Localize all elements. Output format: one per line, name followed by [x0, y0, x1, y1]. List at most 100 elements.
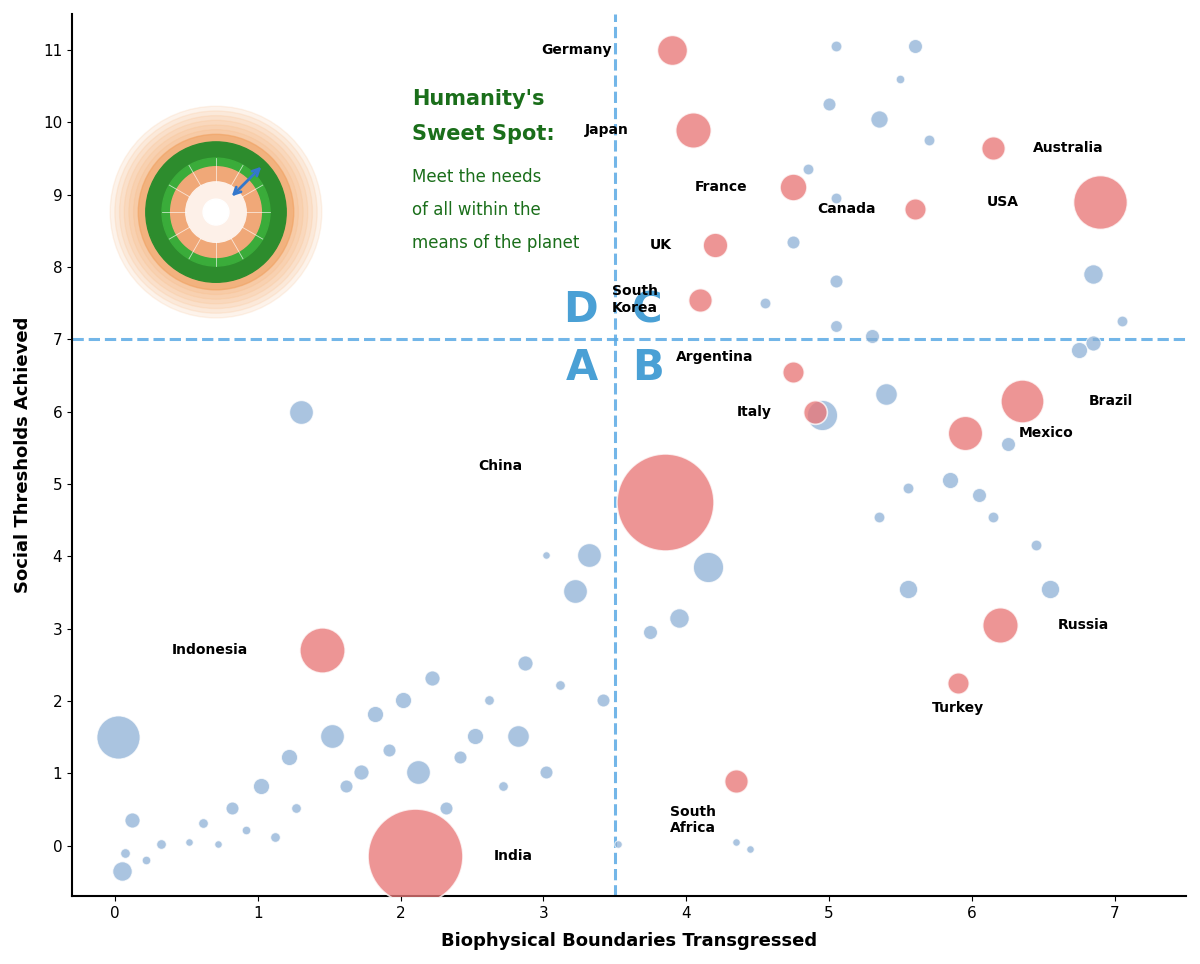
Circle shape: [138, 134, 294, 290]
Point: [905, 39, 924, 54]
Point: [437, 800, 456, 816]
Point: [290, 404, 310, 419]
Point: [608, 837, 628, 852]
Point: [251, 779, 270, 794]
Point: [670, 610, 689, 626]
Text: Japan: Japan: [586, 122, 629, 137]
Point: [955, 426, 974, 442]
Point: [365, 707, 384, 722]
Point: [984, 140, 1003, 155]
Point: [684, 121, 703, 137]
Text: Mexico: Mexico: [1019, 426, 1074, 441]
Text: UK: UK: [650, 238, 672, 253]
Point: [726, 773, 745, 789]
Point: [827, 274, 846, 289]
Point: [905, 201, 924, 217]
Point: [919, 133, 938, 148]
Text: Argentina: Argentina: [676, 351, 754, 364]
Point: [379, 742, 398, 758]
Point: [827, 39, 846, 54]
Point: [493, 779, 512, 794]
Circle shape: [203, 200, 229, 225]
Point: [236, 822, 256, 838]
Point: [798, 162, 817, 177]
Text: Russia: Russia: [1057, 618, 1109, 632]
Point: [551, 678, 570, 693]
Point: [108, 730, 127, 745]
Point: [451, 750, 470, 765]
Point: [805, 404, 824, 419]
Point: [137, 852, 156, 868]
Point: [898, 581, 917, 597]
Point: [337, 779, 356, 794]
Text: France: France: [695, 180, 748, 195]
Text: of all within the: of all within the: [412, 201, 540, 219]
Text: Brazil: Brazil: [1088, 394, 1133, 408]
Point: [1069, 342, 1088, 358]
Point: [863, 328, 882, 343]
Point: [870, 111, 889, 126]
Point: [812, 408, 832, 423]
Point: [641, 625, 660, 640]
Text: means of the planet: means of the planet: [412, 233, 580, 252]
Circle shape: [138, 134, 294, 290]
X-axis label: Biophysical Boundaries Transgressed: Biophysical Boundaries Transgressed: [440, 932, 817, 951]
Text: South
Africa: South Africa: [671, 805, 716, 836]
Circle shape: [120, 116, 312, 308]
Text: Turkey: Turkey: [931, 701, 984, 715]
Point: [948, 675, 967, 690]
Point: [466, 728, 485, 743]
Point: [698, 559, 718, 575]
Point: [536, 548, 556, 563]
Text: Sweet Spot:: Sweet Spot:: [412, 124, 554, 145]
Point: [827, 191, 846, 206]
Text: South
Korea: South Korea: [612, 284, 658, 314]
Point: [890, 71, 910, 87]
Text: D: D: [563, 289, 598, 332]
Circle shape: [133, 129, 299, 295]
Point: [222, 800, 241, 816]
Point: [1026, 538, 1045, 553]
Point: [193, 815, 212, 830]
Circle shape: [110, 106, 322, 318]
Point: [406, 848, 425, 864]
Point: [515, 656, 534, 671]
Point: [280, 750, 299, 765]
Point: [1084, 335, 1103, 351]
Point: [691, 292, 710, 308]
Circle shape: [146, 142, 287, 282]
Point: [941, 472, 960, 488]
Point: [287, 800, 306, 816]
Point: [394, 692, 413, 708]
Circle shape: [128, 125, 304, 299]
Point: [755, 296, 774, 311]
Point: [970, 487, 989, 502]
Text: Humanity's: Humanity's: [412, 89, 545, 109]
Point: [662, 42, 682, 58]
Text: China: China: [478, 459, 522, 473]
Point: [180, 834, 199, 849]
Point: [1112, 313, 1132, 329]
Text: Meet the needs: Meet the needs: [412, 169, 541, 186]
Point: [984, 509, 1003, 524]
Point: [784, 179, 803, 195]
Point: [113, 863, 132, 878]
Circle shape: [125, 120, 307, 304]
Point: [820, 96, 839, 112]
Point: [876, 386, 895, 401]
Point: [998, 437, 1018, 452]
Point: [151, 837, 170, 852]
Point: [323, 728, 342, 743]
Text: India: India: [493, 849, 533, 864]
Point: [1013, 393, 1032, 409]
Text: C: C: [632, 289, 662, 332]
Text: B: B: [632, 347, 664, 389]
Point: [122, 813, 142, 828]
Point: [991, 617, 1010, 632]
Circle shape: [115, 111, 317, 313]
Point: [655, 495, 674, 510]
Point: [1040, 581, 1060, 597]
Point: [265, 829, 284, 844]
Point: [726, 834, 745, 849]
Point: [208, 837, 227, 852]
